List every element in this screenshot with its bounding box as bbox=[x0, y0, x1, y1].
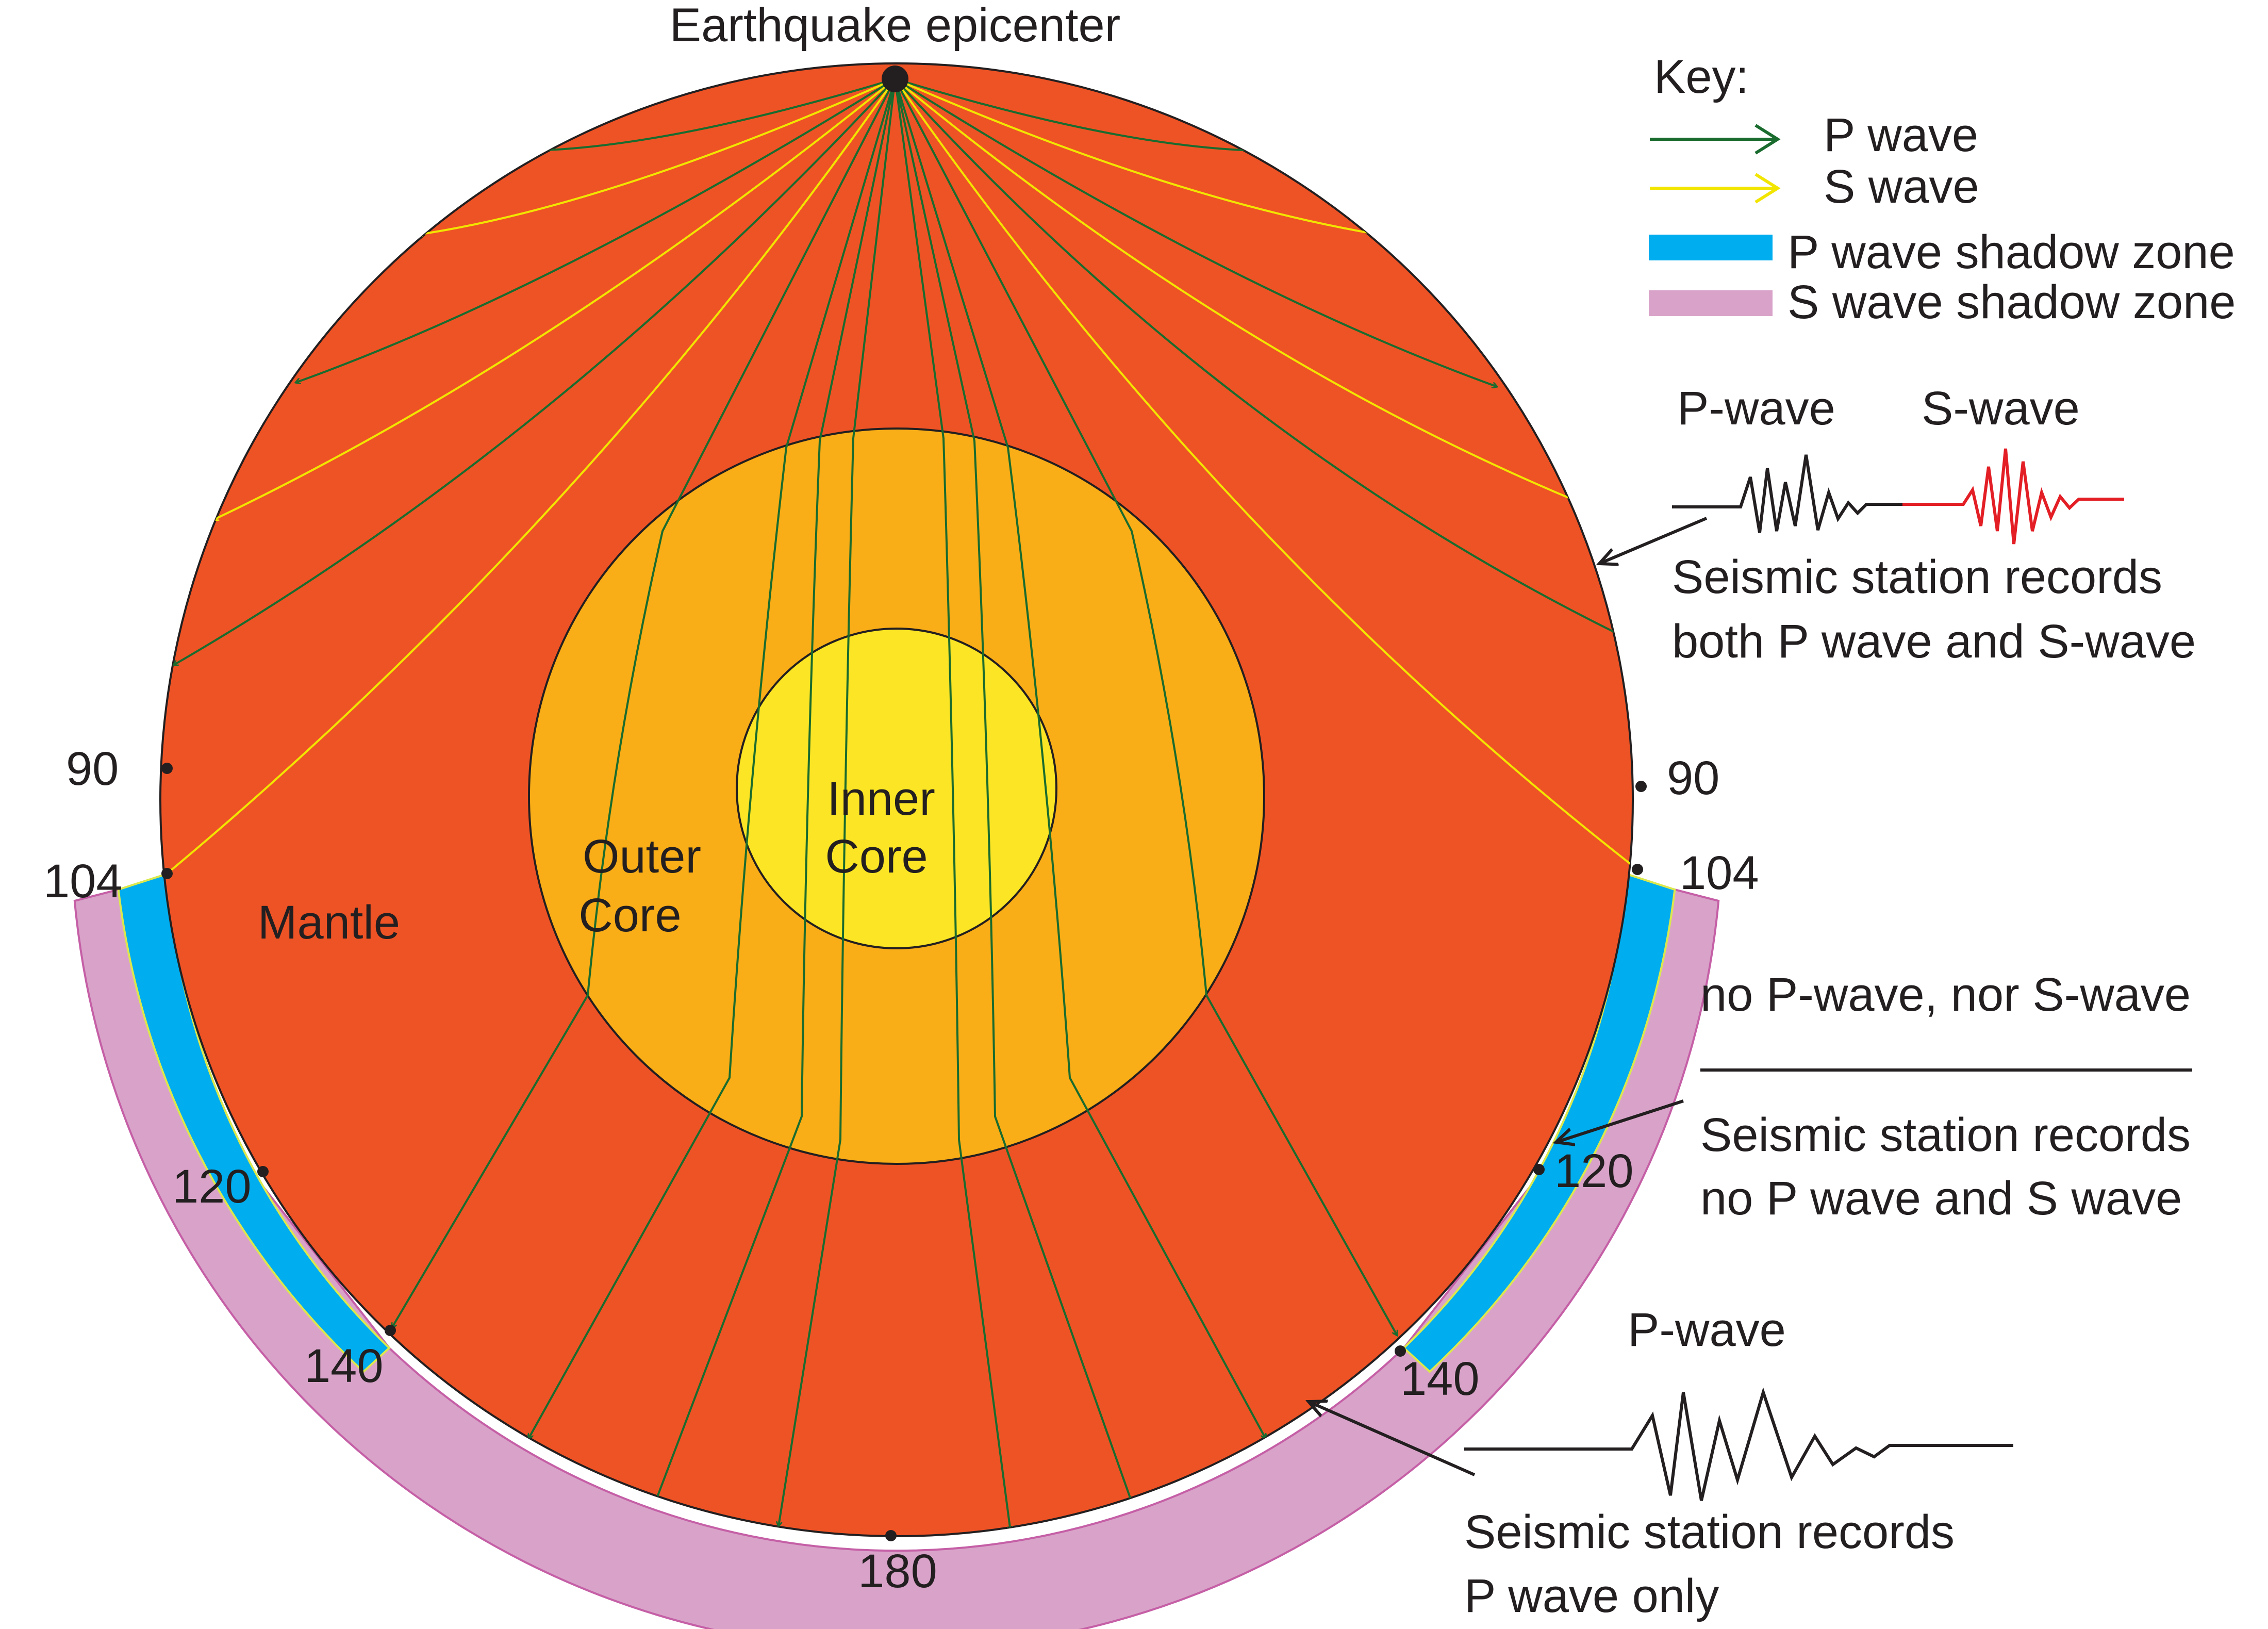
station-p-only-line1: Seismic station records bbox=[1464, 1506, 1955, 1558]
seismogram-p-only bbox=[1464, 1387, 2013, 1501]
station-none-heading: no P-wave, nor S-wave bbox=[1700, 968, 2191, 1021]
p-shadow-swatch bbox=[1649, 235, 1773, 260]
p-wave-core-ray bbox=[894, 78, 1397, 1336]
key-s-wave-label: S wave bbox=[1824, 160, 1979, 213]
station-both-line1: Seismic station records bbox=[1672, 551, 2162, 603]
station-p-only-label: P-wave bbox=[1628, 1304, 1786, 1356]
p-wave-shadow-zone-right bbox=[1402, 873, 1676, 1373]
station-p-only-line2: P wave only bbox=[1464, 1570, 1719, 1622]
p-wave-core-ray bbox=[647, 78, 896, 1524]
tick-right-90 bbox=[1635, 781, 1647, 792]
tick-right-120 bbox=[1533, 1164, 1545, 1175]
s-wave-mantle-ray bbox=[894, 78, 1633, 869]
outer-core-label-line2: Core bbox=[578, 889, 681, 942]
p-wave-key-arrowhead bbox=[1754, 124, 1781, 155]
station-none-line1: Seismic station records bbox=[1700, 1109, 2191, 1161]
station-both-line2: both P wave and S-wave bbox=[1672, 615, 2196, 668]
s-wave-shadow-zone bbox=[73, 888, 1720, 1629]
tick-bottom-180 bbox=[885, 1530, 897, 1541]
p-wave-mantle-ray bbox=[295, 78, 896, 383]
p-wave-mantle-ray bbox=[894, 78, 1497, 387]
seismogram-s-segment bbox=[1902, 448, 2124, 545]
mantle-label: Mantle bbox=[258, 896, 400, 949]
station-both-s-label: S-wave bbox=[1922, 382, 2080, 435]
inner-core-label-line2: Core bbox=[825, 830, 928, 883]
station-none-annotation: no P-wave, nor S-wave Seismic station re… bbox=[1556, 968, 2192, 1225]
label-right-120: 120 bbox=[1554, 1145, 1634, 1197]
key-s-shadow-label: S wave shadow zone bbox=[1787, 276, 2236, 328]
tick-left-140 bbox=[385, 1325, 396, 1336]
s-wave-mantle-ray bbox=[895, 78, 1402, 238]
label-left-120: 120 bbox=[172, 1160, 252, 1213]
label-left-140: 140 bbox=[304, 1340, 384, 1392]
station-p-only-pointer bbox=[1309, 1402, 1476, 1476]
p-wave-core-ray bbox=[528, 78, 896, 1439]
s-wave-mantle-ray bbox=[167, 78, 896, 874]
outer-core-label-line1: Outer bbox=[583, 830, 701, 883]
degree-marks bbox=[161, 763, 1647, 1541]
label-right-140: 140 bbox=[1400, 1353, 1480, 1405]
seismogram-p-segment bbox=[1672, 454, 1902, 533]
p-wave-mantle-ray bbox=[173, 78, 896, 666]
epicenter-label: Earthquake epicenter bbox=[670, 0, 1121, 52]
key-heading: Key: bbox=[1654, 51, 1749, 103]
s-shadow-swatch bbox=[1649, 290, 1773, 316]
p-wave-mantle-ray bbox=[894, 78, 1629, 639]
p-wave-shadow-zone-left bbox=[117, 873, 391, 1373]
key-p-shadow-label: P wave shadow zone bbox=[1787, 226, 2235, 278]
tick-right-140 bbox=[1395, 1345, 1406, 1357]
s-wave-key-arrowhead bbox=[1754, 173, 1781, 204]
tick-right-104 bbox=[1632, 864, 1643, 875]
p-wave-core-ray bbox=[894, 78, 1139, 1524]
tick-left-104 bbox=[161, 868, 173, 879]
station-none-line2: no P wave and S wave bbox=[1700, 1172, 2182, 1225]
station-both-pointer bbox=[1599, 517, 1708, 564]
key-legend: Key: P wave S wave P wave shadow zone S … bbox=[1649, 51, 2236, 328]
station-none-pointer bbox=[1556, 1099, 1684, 1142]
inner-core-layer bbox=[736, 628, 1057, 949]
s-wave-mantle-ray bbox=[894, 78, 1581, 503]
inner-core-label-line1: Inner bbox=[827, 772, 935, 825]
station-p-only-annotation: P-wave Seismic station records P wave on… bbox=[1309, 1304, 2013, 1622]
label-bottom-180: 180 bbox=[858, 1545, 937, 1598]
epicenter-marker bbox=[882, 65, 908, 92]
label-left-104: 104 bbox=[43, 855, 123, 908]
p-wave-core-ray bbox=[779, 78, 896, 1526]
s-wave-mantle-ray bbox=[213, 78, 896, 520]
p-wave-core-ray bbox=[391, 78, 896, 1328]
s-wave-mantle-ray bbox=[418, 78, 896, 235]
station-both-p-label: P-wave bbox=[1677, 382, 1835, 435]
label-right-104: 104 bbox=[1680, 847, 1759, 899]
station-both-annotation: P-wave S-wave Seismic station records bo… bbox=[1599, 382, 2196, 668]
p-wave-mantle-ray bbox=[534, 78, 896, 151]
tick-left-120 bbox=[257, 1166, 269, 1177]
key-p-wave-label: P wave bbox=[1824, 109, 1978, 161]
p-wave-core-ray bbox=[894, 78, 1266, 1439]
p-wave-core-ray bbox=[894, 78, 1011, 1532]
tick-left-90 bbox=[161, 763, 173, 774]
ray-paths bbox=[167, 78, 1633, 1532]
p-wave-mantle-ray bbox=[895, 78, 1256, 151]
label-right-90: 90 bbox=[1667, 752, 1719, 804]
label-left-90: 90 bbox=[66, 743, 119, 795]
